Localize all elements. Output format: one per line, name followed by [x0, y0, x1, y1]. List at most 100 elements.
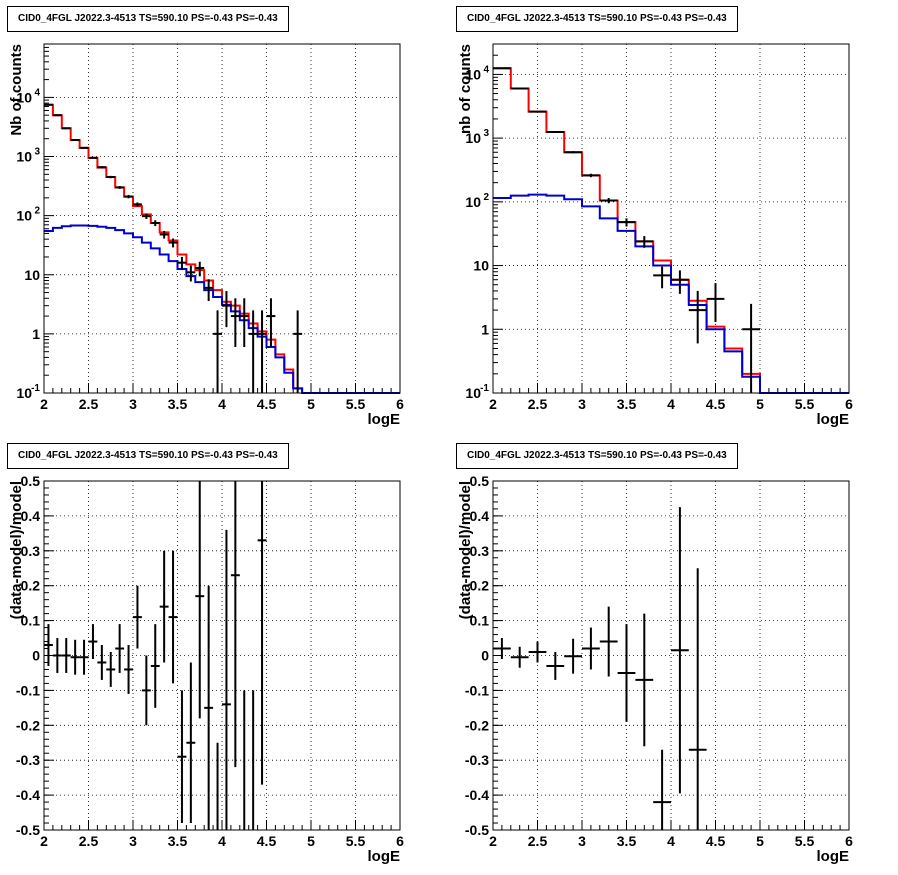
y-tick-label: 0.1: [21, 613, 41, 629]
x-tick-label: 6: [396, 833, 404, 849]
y-tick-label: 0: [481, 648, 489, 664]
y-tick-label: 0.3: [470, 543, 490, 559]
x-tick-label: 3: [129, 833, 137, 849]
chart-svg: 2 2.5 3 3.5 4 4.5 5 5.5 6 -0.5 -0.4 -0.3 -0.2 -0.1 0 0.…: [457, 473, 853, 865]
x-tick-label: 2.5: [528, 396, 548, 412]
y-tick-label: 10: [465, 194, 481, 210]
y-tick-label: -0.3: [16, 752, 40, 768]
x-tick-label: 6: [845, 833, 853, 849]
y-tick-label: 0.5: [470, 473, 490, 489]
chart-title: CID0_4FGL J2022.3-4513 TS=590.10 PS=-0.4…: [7, 443, 289, 469]
chart-title: CID0_4FGL J2022.3-4513 TS=590.10 PS=-0.4…: [456, 6, 738, 32]
y-tick-label: 0.4: [21, 508, 41, 524]
y-tick-exponent: 3: [483, 128, 489, 139]
x-tick-label: 5.5: [346, 396, 366, 412]
chart-panel-top-right: 2 2.5 3 3.5 4 4.5 5 5.5 6 10 -1 1 10 10 2 10 3 10 4 logE nb …: [449, 0, 898, 437]
y-tick-label: -0.4: [465, 787, 489, 803]
y-axis-label: nb of counts: [457, 44, 474, 134]
y-tick-label: -0.5: [465, 822, 489, 838]
y-tick-exponent: -1: [480, 383, 489, 394]
y-tick-label: 10: [473, 258, 489, 274]
x-tick-label: 4.5: [257, 396, 277, 412]
x-tick-label: 5.5: [795, 833, 815, 849]
x-tick-label: 2: [489, 396, 497, 412]
y-tick-label: 0.5: [21, 473, 41, 489]
x-tick-label: 3.5: [617, 833, 637, 849]
histogram-series: [493, 193, 849, 394]
y-tick-label: 10: [16, 149, 32, 165]
chart-panel-bottom-right: 2 2.5 3 3.5 4 4.5 5 5.5 6 -0.5 -0.4 -0.3 -0.2 -0.1 0 0.…: [449, 437, 898, 874]
x-tick-label: 2: [40, 396, 48, 412]
y-tick-label: -0.1: [16, 682, 40, 698]
chart-svg: 2 2.5 3 3.5 4 4.5 5 5.5 6 -0.5 -0.4 -0.3 -0.2 -0.1 0 0.…: [8, 473, 404, 865]
x-tick-label: 4.5: [257, 833, 277, 849]
y-tick-label: 10: [24, 267, 40, 283]
y-tick-label: 0.2: [470, 578, 490, 594]
x-tick-label: 5.5: [795, 396, 815, 412]
y-tick-label: -0.4: [16, 787, 40, 803]
y-tick-label: 10: [465, 130, 481, 146]
y-tick-exponent: 2: [483, 192, 489, 203]
y-tick-label: 1: [32, 326, 40, 342]
x-tick-label: 4: [667, 396, 675, 412]
y-tick-label: 10: [16, 208, 32, 224]
y-tick-exponent: -1: [31, 383, 40, 394]
x-tick-label: 6: [396, 396, 404, 412]
histogram-series: [44, 224, 400, 394]
plot-frame: [43, 43, 401, 394]
x-tick-label: 3: [578, 833, 586, 849]
y-tick-label: 10: [16, 385, 32, 401]
x-tick-label: 2.5: [79, 396, 99, 412]
x-axis-label: logE: [368, 411, 401, 428]
y-tick-label: 0.2: [21, 578, 41, 594]
y-tick-exponent: 2: [34, 206, 40, 217]
x-tick-label: 3.5: [617, 396, 637, 412]
x-axis-label: logE: [817, 848, 850, 865]
y-tick-label: 0: [32, 648, 40, 664]
x-tick-label: 4.5: [706, 396, 726, 412]
y-tick-label: 10: [16, 89, 32, 105]
y-tick-exponent: 4: [483, 64, 489, 75]
chart-panel-bottom-left: 2 2.5 3 3.5 4 4.5 5 5.5 6 -0.5 -0.4 -0.3 -0.2 -0.1 0 0.…: [0, 437, 449, 874]
plot-frame: [43, 480, 401, 831]
x-tick-label: 5: [307, 396, 315, 412]
x-tick-label: 3: [578, 396, 586, 412]
y-tick-exponent: 3: [34, 147, 40, 158]
x-tick-label: 5: [756, 833, 764, 849]
x-tick-label: 4: [218, 396, 226, 412]
y-axis-label: (data-model)/model: [8, 481, 25, 619]
y-tick-exponent: 4: [34, 87, 40, 98]
y-tick-label: 10: [465, 66, 481, 82]
y-tick-label: -0.2: [16, 717, 40, 733]
y-tick-label: -0.5: [16, 822, 40, 838]
x-tick-label: 4: [667, 833, 675, 849]
chart-title: CID0_4FGL J2022.3-4513 TS=590.10 PS=-0.4…: [7, 6, 289, 32]
x-tick-label: 4.5: [706, 833, 726, 849]
y-tick-label: -0.3: [465, 752, 489, 768]
plot-frame: [492, 43, 850, 394]
chart-panel-top-left: 2 2.5 3 3.5 4 4.5 5 5.5 6 10 -1 1 10 10 2 10 3 10 4 logE Nb …: [0, 0, 449, 437]
y-tick-label: 0.3: [21, 543, 41, 559]
x-axis-label: logE: [817, 411, 850, 428]
y-tick-label: -0.1: [465, 682, 489, 698]
x-tick-label: 6: [845, 396, 853, 412]
x-tick-label: 4: [218, 833, 226, 849]
x-axis-label: logE: [368, 848, 401, 865]
x-tick-label: 5: [307, 833, 315, 849]
y-axis-label: Nb of counts: [8, 44, 25, 136]
y-tick-label: 0.1: [470, 613, 490, 629]
x-tick-label: 5.5: [346, 833, 366, 849]
x-tick-label: 2: [489, 833, 497, 849]
y-tick-label: -0.2: [465, 717, 489, 733]
x-tick-label: 5: [756, 396, 764, 412]
x-tick-label: 3.5: [168, 396, 188, 412]
x-tick-label: 3: [129, 396, 137, 412]
plot-frame: [492, 480, 850, 831]
x-tick-label: 2: [40, 833, 48, 849]
y-tick-label: 1: [481, 321, 489, 337]
x-tick-label: 2.5: [79, 833, 99, 849]
y-tick-label: 0.4: [470, 508, 490, 524]
chart-title: CID0_4FGL J2022.3-4513 TS=590.10 PS=-0.4…: [456, 443, 738, 469]
